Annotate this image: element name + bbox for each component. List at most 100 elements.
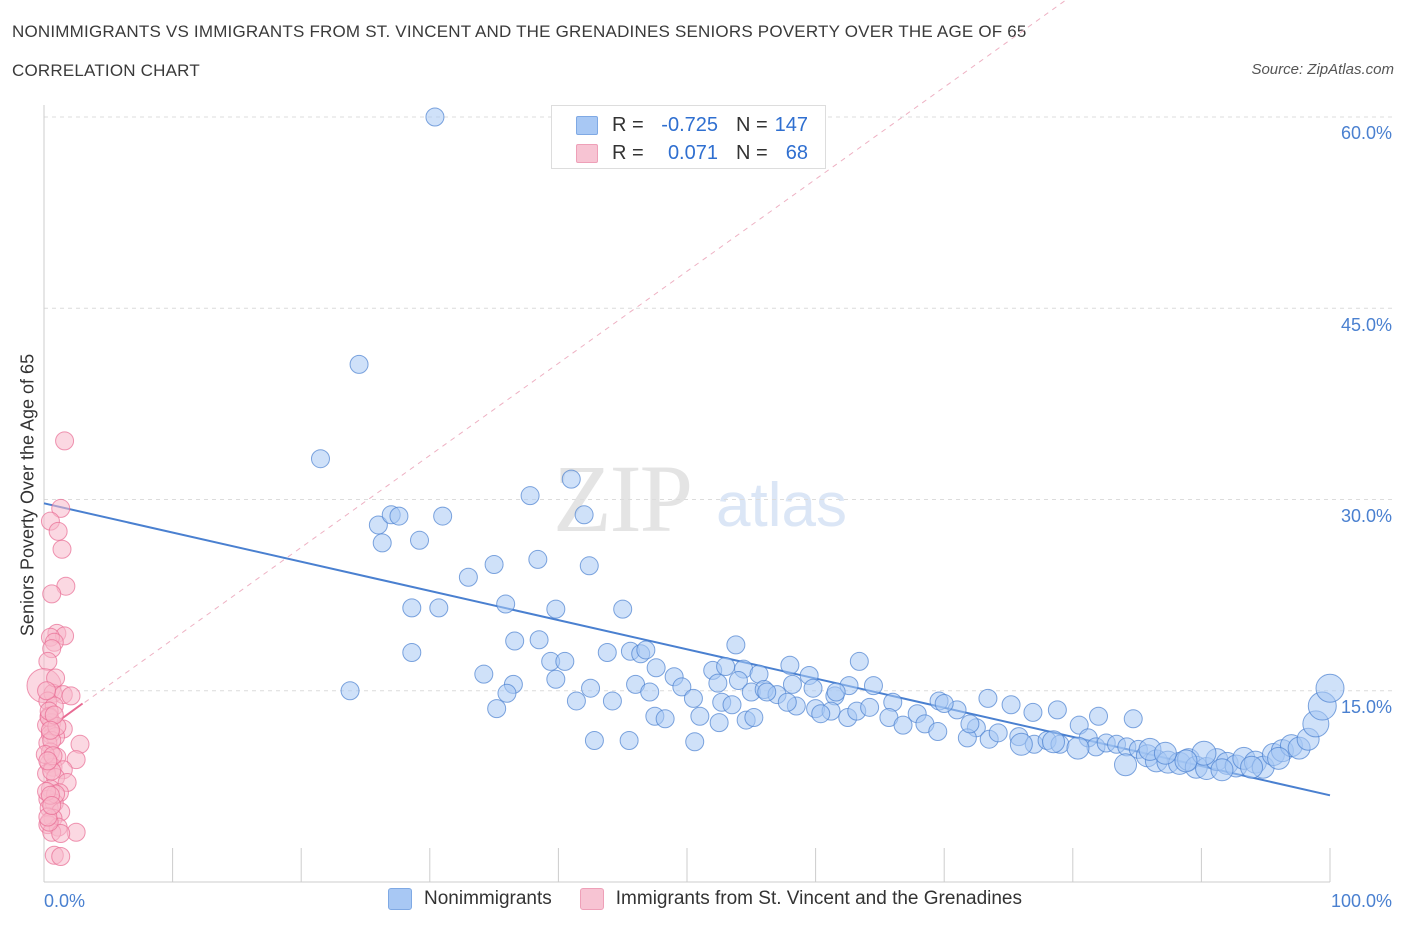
data-points [26, 107, 1345, 866]
data-point-nonimmigrants [1210, 758, 1234, 782]
data-point-nonimmigrants [726, 635, 746, 655]
data-point-nonimmigrants [410, 530, 430, 550]
y-tick-label: 15.0% [1340, 697, 1392, 717]
data-point-nonimmigrants [893, 715, 913, 735]
y-axis-title: Seniors Poverty Over the Age of 65 [17, 353, 38, 637]
legend-item-nonimmigrants[interactable]: Nonimmigrants [388, 888, 552, 910]
data-point-nonimmigrants [826, 682, 846, 702]
data-point-nonimmigrants [811, 704, 831, 724]
source-label: Source: ZipAtlas.com [1251, 61, 1394, 78]
data-point-nonimmigrants [433, 506, 453, 526]
data-point-nonimmigrants [780, 655, 800, 675]
data-point-nonimmigrants [566, 691, 586, 711]
data-point-nonimmigrants [709, 713, 729, 733]
data-point-immigrants [37, 681, 57, 701]
legend-row-immigrants: R = 0.071 N = 68 [576, 141, 808, 165]
data-point-nonimmigrants [619, 730, 639, 750]
data-point-immigrants [66, 750, 86, 770]
data-point-nonimmigrants [546, 669, 566, 689]
data-point-nonimmigrants [685, 732, 705, 752]
data-point-nonimmigrants [349, 354, 369, 374]
data-point-immigrants [38, 651, 58, 671]
data-point-nonimmigrants [777, 692, 797, 712]
data-point-immigrants [40, 720, 60, 740]
data-point-nonimmigrants [1023, 702, 1043, 722]
data-point-nonimmigrants [728, 671, 748, 691]
data-point-nonimmigrants [520, 486, 540, 506]
legend-item-immigrants[interactable]: Immigrants from St. Vincent and the Gren… [579, 888, 1023, 910]
data-point-nonimmigrants [1123, 709, 1143, 729]
data-point-nonimmigrants [1042, 730, 1066, 754]
data-point-immigrants [61, 686, 81, 706]
data-point-nonimmigrants [505, 631, 525, 651]
x-tick-label: 100.0% [1330, 891, 1392, 911]
n-label: N = [736, 113, 768, 136]
r-value: 0.071 [667, 141, 718, 164]
data-point-nonimmigrants [1047, 700, 1067, 720]
series-legend: Nonimmigrants Immigrants from St. Vincen… [388, 888, 1050, 910]
grid-lines [44, 116, 1392, 692]
data-point-nonimmigrants [555, 651, 575, 671]
data-point-nonimmigrants [389, 506, 409, 526]
data-point-nonimmigrants [757, 682, 777, 702]
data-point-nonimmigrants [584, 730, 604, 750]
data-point-immigrants [51, 847, 71, 866]
data-point-nonimmigrants [597, 643, 617, 662]
data-point-nonimmigrants [602, 691, 622, 711]
correlation-legend: R = -0.725 N = 147 R = 0.071 N = 68 [551, 105, 826, 169]
data-point-nonimmigrants [546, 599, 566, 619]
data-point-nonimmigrants [849, 651, 869, 671]
data-point-nonimmigrants [683, 688, 703, 708]
watermark-atlas: atlas [716, 471, 847, 540]
y-tick-label: 45.0% [1340, 315, 1392, 335]
data-point-nonimmigrants [484, 555, 504, 575]
data-point-nonimmigrants [716, 657, 736, 677]
data-point-nonimmigrants [487, 699, 507, 719]
data-point-nonimmigrants [1153, 741, 1177, 765]
trend-line-immigrants-extended [43, 0, 1067, 732]
data-point-nonimmigrants [636, 640, 656, 660]
legend-label: Immigrants from St. Vincent and the Gren… [615, 888, 1023, 909]
data-point-nonimmigrants [1066, 736, 1090, 760]
data-point-nonimmigrants [425, 107, 445, 127]
axes [43, 105, 1331, 883]
data-point-immigrants [42, 584, 62, 604]
legend-row-nonimmigrants: R = -0.725 N = 147 [576, 113, 808, 137]
legend-label: Nonimmigrants [424, 888, 552, 909]
data-point-nonimmigrants [744, 708, 764, 728]
data-point-nonimmigrants [672, 677, 692, 697]
data-point-nonimmigrants [988, 723, 1008, 743]
data-point-nonimmigrants [1240, 755, 1264, 779]
y-tick-label: 30.0% [1340, 506, 1392, 526]
data-point-nonimmigrants [402, 643, 422, 662]
r-label: R = [612, 141, 644, 164]
data-point-nonimmigrants [1267, 746, 1291, 770]
data-point-nonimmigrants [640, 682, 660, 702]
r-value: -0.725 [661, 113, 718, 136]
data-point-nonimmigrants [860, 697, 880, 717]
data-point-nonimmigrants [863, 676, 883, 696]
data-point-nonimmigrants [310, 449, 330, 469]
data-point-nonimmigrants [340, 681, 360, 701]
data-point-nonimmigrants [934, 694, 954, 713]
data-point-nonimmigrants [574, 505, 594, 525]
data-point-nonimmigrants [497, 683, 517, 703]
data-point-nonimmigrants [928, 722, 948, 742]
data-point-nonimmigrants [1315, 673, 1345, 703]
data-point-immigrants [51, 498, 71, 518]
data-point-nonimmigrants [960, 714, 980, 734]
data-point-immigrants [42, 796, 62, 815]
chart-title: NONIMMIGRANTS VS IMMIGRANTS FROM ST. VIN… [12, 22, 1027, 41]
data-point-nonimmigrants [782, 674, 802, 694]
data-point-immigrants [38, 751, 58, 771]
legend-swatch-blue [576, 115, 598, 135]
data-point-nonimmigrants [803, 678, 823, 698]
data-point-immigrants [55, 431, 75, 451]
data-point-nonimmigrants [1089, 706, 1109, 726]
data-point-nonimmigrants [529, 630, 549, 650]
r-label: R = [612, 113, 644, 136]
data-point-nonimmigrants [581, 678, 601, 698]
data-point-nonimmigrants [372, 533, 392, 553]
data-point-nonimmigrants [722, 695, 742, 715]
n-value: 68 [785, 141, 808, 164]
